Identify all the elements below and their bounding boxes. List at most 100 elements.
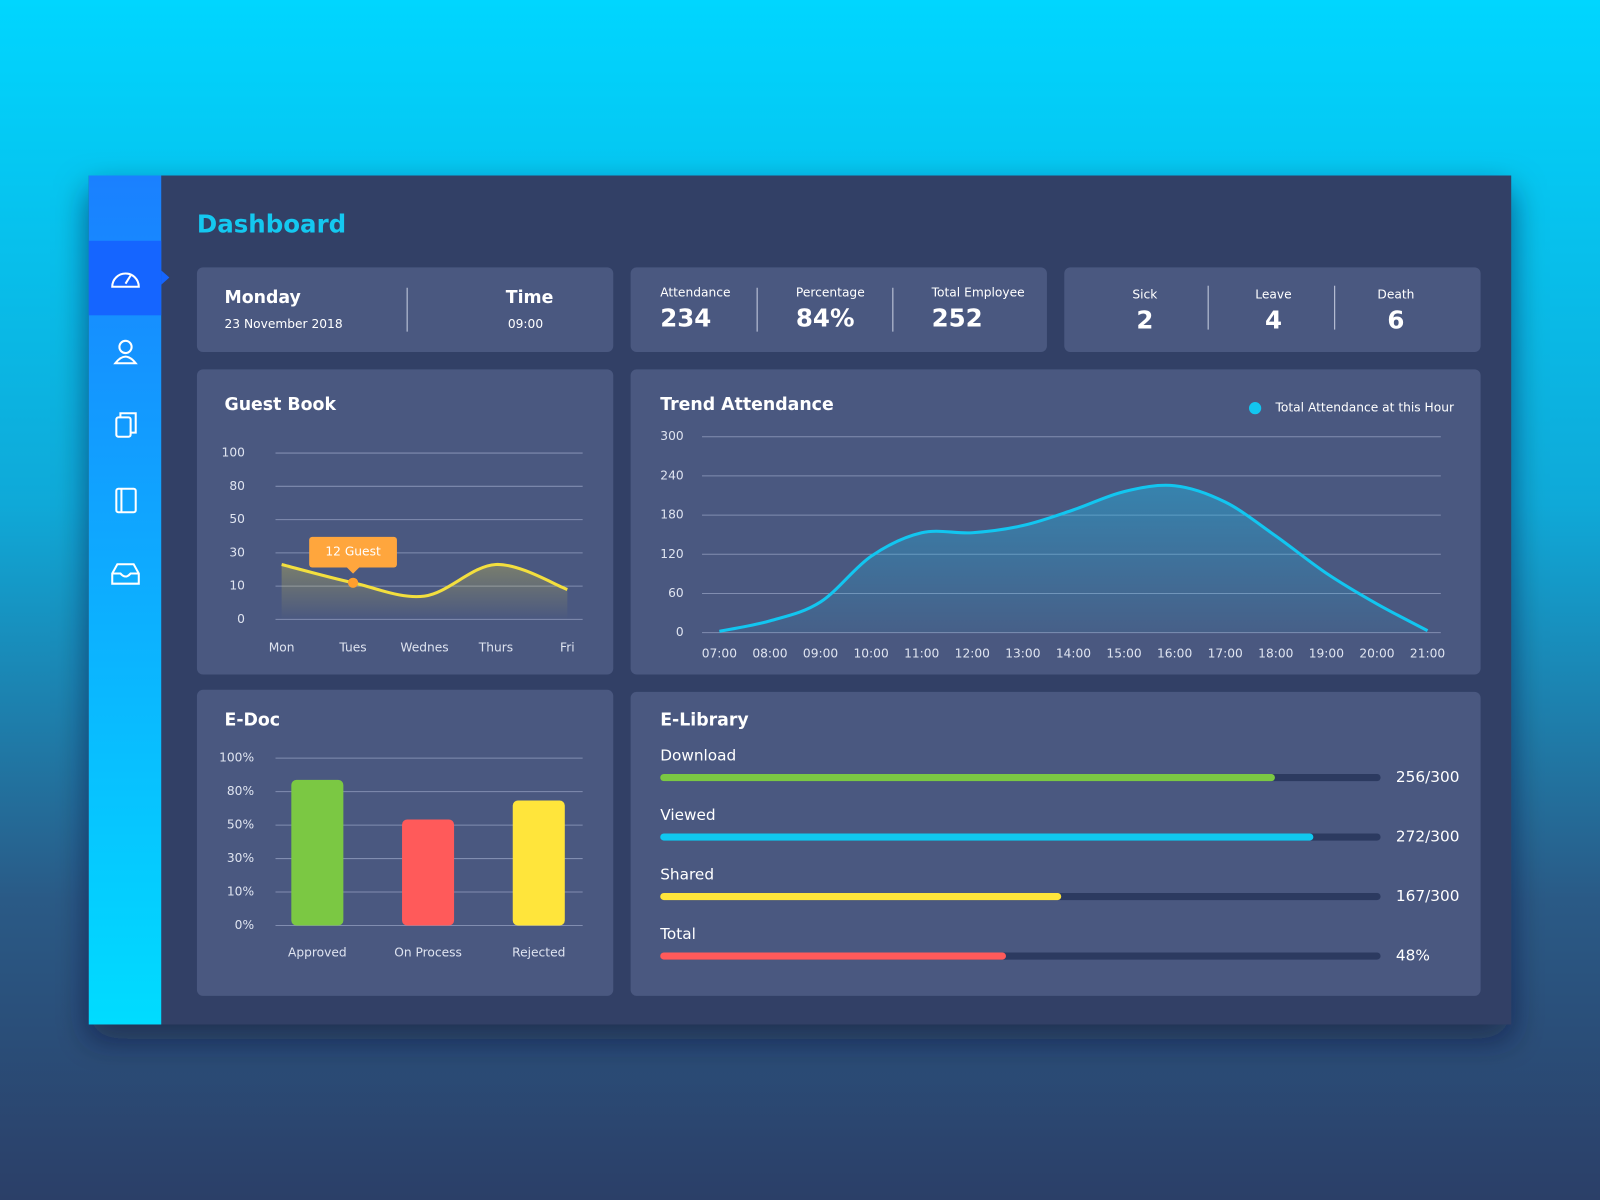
icon-docs[interactable] [115, 416, 132, 438]
progress-bar [660, 833, 1314, 841]
x-tick-label: Tues [338, 640, 366, 654]
x-tick-label: 11:00 [904, 647, 939, 661]
tooltip [309, 536, 397, 568]
legend-label: Total Attendance at this Hour [1275, 401, 1455, 415]
dashboard: Dashboard Monday 23 November 2018 Time 0… [88, 175, 1512, 1025]
card-title: E-Library [660, 710, 749, 730]
sidebar [88, 175, 162, 1025]
icon-user[interactable] [118, 339, 133, 355]
icon-needle [124, 274, 132, 285]
y-tick-label: 10 [229, 579, 245, 593]
progress-bar [660, 892, 1062, 901]
x-tick-label: 08:00 [752, 647, 787, 661]
x-tick-label: Rejected [512, 946, 565, 960]
x-tick-label: 20:00 [1359, 647, 1394, 661]
bar [291, 779, 344, 926]
card-title: Guest Book [224, 395, 336, 415]
library-card [630, 691, 1481, 996]
y-tick-label: 80 [229, 479, 245, 493]
nav-pointer [161, 270, 170, 285]
guest-card [196, 369, 614, 675]
x-tick-label: 13:00 [1005, 647, 1040, 661]
icon-inbox[interactable] [111, 563, 140, 585]
y-tick-label: 0% [235, 918, 254, 932]
progress-label: Download [660, 747, 736, 765]
nav-active[interactable] [88, 240, 162, 316]
stat-label: Total Employee [931, 285, 1025, 299]
y-tick-label: 240 [660, 468, 683, 482]
x-tick-label: On Process [394, 946, 462, 960]
progress-value: 272/300 [1396, 828, 1460, 846]
absence-label: Leave [1255, 287, 1291, 301]
legend-marker [1248, 402, 1262, 415]
bar [512, 800, 565, 926]
progress-value: 256/300 [1396, 768, 1460, 786]
stat-value: 234 [660, 303, 711, 332]
absence-label: Death [1377, 287, 1414, 301]
annotation: 12 Guest [325, 545, 381, 559]
y-tick-label: 0 [676, 625, 684, 639]
x-tick-label: 15:00 [1106, 647, 1141, 661]
line [719, 483, 1429, 633]
area-fill [281, 564, 568, 620]
progress-label: Viewed [660, 806, 715, 824]
y-tick-label: 30 [229, 545, 245, 559]
icon-docs-back [119, 412, 137, 434]
date-card [196, 267, 614, 353]
y-tick-label: 80% [227, 784, 254, 798]
card-title: Trend Attendance [660, 395, 834, 415]
time: 09:00 [508, 317, 543, 331]
y-tick-label: 10% [227, 885, 254, 899]
stat-value: 84% [796, 303, 855, 332]
x-tick-label: 12:00 [955, 647, 990, 661]
stat-label: Percentage [796, 285, 865, 299]
progress-bar [660, 952, 1006, 960]
absence-value: 4 [1265, 305, 1282, 334]
time-label: Time [506, 288, 554, 308]
page-title: Dashboard [197, 210, 346, 239]
x-tick-label: 14:00 [1056, 647, 1091, 661]
icon-dashboard[interactable] [111, 272, 140, 288]
x-tick-label: Fri [560, 640, 575, 654]
stat-value: 252 [932, 303, 983, 332]
y-tick-label: 100% [219, 751, 254, 765]
day: Monday [224, 288, 300, 308]
stat-label: Attendance [660, 285, 730, 299]
nav-icons [111, 272, 140, 585]
y-tick-label: 120 [660, 547, 683, 561]
y-tick-label: 0 [237, 612, 245, 626]
x-tick-label: 18:00 [1258, 647, 1293, 661]
y-tick-label: 180 [660, 508, 683, 522]
progress-value: 48% [1396, 947, 1430, 965]
x-tick-label: 21:00 [1410, 647, 1445, 661]
card-title: E-Doc [224, 710, 280, 730]
absence-value: 2 [1136, 305, 1153, 334]
dividers [406, 285, 1336, 332]
icon-book[interactable] [115, 487, 137, 514]
progress-label: Shared [660, 866, 714, 884]
area-fill [719, 485, 1428, 633]
x-tick-label: 10:00 [853, 647, 888, 661]
x-tick-label: 19:00 [1309, 647, 1344, 661]
x-tick-label: Wednes [400, 640, 448, 654]
x-tick-label: 16:00 [1157, 647, 1192, 661]
x-tick-label: Thurs [478, 640, 513, 654]
icon-user-body [113, 355, 138, 365]
line [281, 562, 568, 599]
absence-label: Sick [1132, 287, 1158, 301]
x-tick-label: Approved [288, 946, 347, 960]
date: 23 November 2018 [224, 317, 342, 331]
y-tick-label: 100 [222, 446, 245, 460]
y-tick-label: 30% [227, 851, 254, 865]
bar [402, 819, 455, 926]
progress-bar [660, 773, 1275, 782]
x-tick-label: 09:00 [803, 647, 838, 661]
y-tick-label: 300 [660, 429, 683, 443]
absence-card [1064, 267, 1481, 353]
y-tick-label: 60 [668, 586, 684, 600]
progress-value: 167/300 [1396, 887, 1460, 905]
x-tick-label: 17:00 [1208, 647, 1243, 661]
stats-card [630, 267, 1047, 353]
absence-value: 6 [1387, 305, 1404, 334]
y-tick-label: 50% [227, 818, 254, 832]
